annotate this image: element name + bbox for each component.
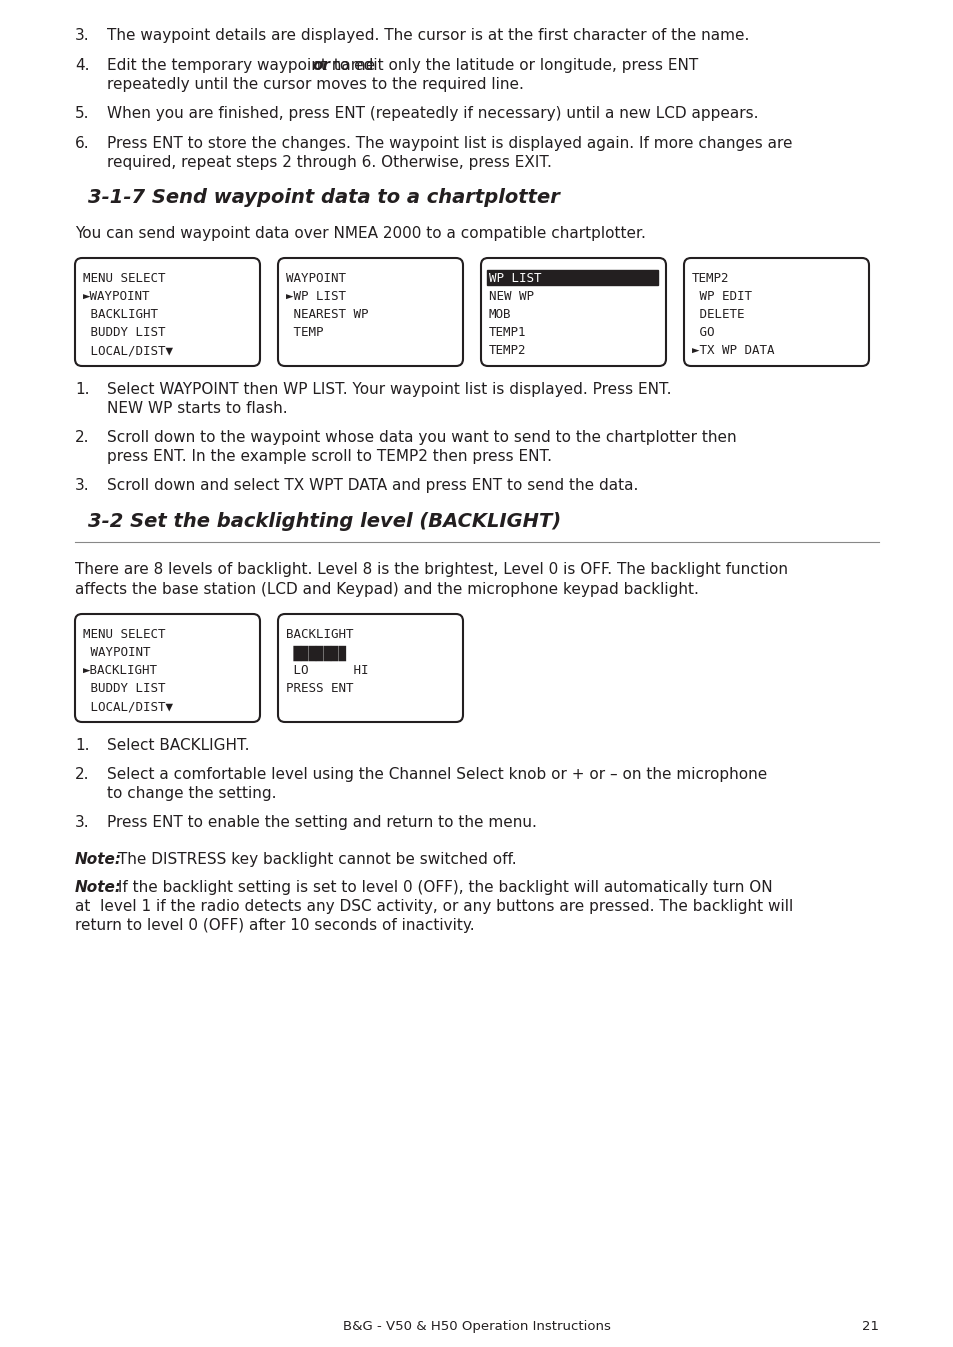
Text: Scroll down and select TX WPT DATA and press ENT to send the data.: Scroll down and select TX WPT DATA and p… (107, 478, 638, 493)
Text: BACKLIGHT: BACKLIGHT (83, 308, 158, 321)
Text: MENU SELECT: MENU SELECT (83, 272, 165, 286)
Bar (486, 269, 658, 286)
Text: NEW WP starts to flash.: NEW WP starts to flash. (107, 401, 287, 416)
Text: BUDDY LIST: BUDDY LIST (83, 326, 165, 339)
Text: 3.: 3. (75, 478, 90, 493)
Text: ███████: ███████ (286, 647, 346, 661)
Text: BUDDY LIST: BUDDY LIST (83, 682, 165, 695)
Text: GO: GO (691, 326, 714, 339)
Text: affects the base station (LCD and Keypad) and the microphone keypad backlight.: affects the base station (LCD and Keypad… (75, 582, 699, 597)
Text: Select a comfortable level using the Channel Select knob or + or – on the microp: Select a comfortable level using the Cha… (107, 766, 766, 783)
Text: BACKLIGHT: BACKLIGHT (286, 628, 354, 641)
Text: PRESS ENT: PRESS ENT (286, 682, 354, 695)
Text: 3-2 Set the backlighting level (BACKLIGHT): 3-2 Set the backlighting level (BACKLIGH… (88, 512, 560, 531)
Text: LOCAL/DIST▼: LOCAL/DIST▼ (83, 343, 172, 357)
Text: Note:: Note: (75, 880, 122, 894)
Text: TEMP2: TEMP2 (691, 272, 729, 286)
Text: LO      HI: LO HI (286, 664, 368, 678)
Text: Press ENT to store the changes. The waypoint list is displayed again. If more ch: Press ENT to store the changes. The wayp… (107, 136, 792, 151)
Text: 1.: 1. (75, 383, 90, 397)
Text: ►TX WP DATA: ►TX WP DATA (691, 343, 774, 357)
Text: Note:: Note: (75, 853, 122, 867)
FancyBboxPatch shape (75, 259, 260, 366)
Text: WP LIST: WP LIST (489, 272, 541, 286)
Text: ►WAYPOINT: ►WAYPOINT (83, 290, 151, 303)
Text: MOB: MOB (489, 308, 511, 321)
Text: 21: 21 (862, 1320, 878, 1334)
Text: Select BACKLIGHT.: Select BACKLIGHT. (107, 738, 250, 753)
Text: 3-1-7 Send waypoint data to a chartplotter: 3-1-7 Send waypoint data to a chartplott… (88, 189, 559, 207)
Text: The waypoint details are displayed. The cursor is at the first character of the : The waypoint details are displayed. The … (107, 28, 749, 43)
Text: Scroll down to the waypoint whose data you want to send to the chartplotter then: Scroll down to the waypoint whose data y… (107, 430, 736, 445)
Text: 2.: 2. (75, 766, 90, 783)
Text: There are 8 levels of backlight. Level 8 is the brightest, Level 0 is OFF. The b: There are 8 levels of backlight. Level 8… (75, 562, 787, 577)
Text: You can send waypoint data over NMEA 2000 to a compatible chartplotter.: You can send waypoint data over NMEA 200… (75, 226, 645, 241)
Text: When you are finished, press ENT (repeatedly if necessary) until a new LCD appea: When you are finished, press ENT (repeat… (107, 106, 758, 121)
Text: WP EDIT: WP EDIT (691, 290, 751, 303)
Text: MENU SELECT: MENU SELECT (83, 628, 165, 641)
Text: ►WP LIST: ►WP LIST (286, 290, 346, 303)
Text: Edit the temporary waypoint name: Edit the temporary waypoint name (107, 58, 379, 73)
Text: If the backlight setting is set to level 0 (OFF), the backlight will automatical: If the backlight setting is set to level… (112, 880, 772, 894)
Text: TEMP: TEMP (286, 326, 323, 339)
Text: 3.: 3. (75, 28, 90, 43)
Text: DELETE: DELETE (691, 308, 743, 321)
Text: or: or (312, 58, 330, 73)
Text: TEMP1: TEMP1 (489, 326, 526, 339)
Text: The DISTRESS key backlight cannot be switched off.: The DISTRESS key backlight cannot be swi… (112, 853, 517, 867)
FancyBboxPatch shape (683, 259, 868, 366)
FancyBboxPatch shape (75, 614, 260, 722)
Text: NEW WP: NEW WP (489, 290, 534, 303)
Text: WAYPOINT: WAYPOINT (83, 647, 151, 659)
FancyBboxPatch shape (277, 614, 462, 722)
Text: to edit only the latitude or longitude, press ENT: to edit only the latitude or longitude, … (329, 58, 698, 73)
FancyBboxPatch shape (277, 259, 462, 366)
Text: 2.: 2. (75, 430, 90, 445)
Text: B&G - V50 & H50 Operation Instructions: B&G - V50 & H50 Operation Instructions (343, 1320, 610, 1334)
Text: ►BACKLIGHT: ►BACKLIGHT (83, 664, 158, 678)
Text: NEAREST WP: NEAREST WP (286, 308, 368, 321)
Text: 1.: 1. (75, 738, 90, 753)
Text: Select WAYPOINT then WP LIST. Your waypoint list is displayed. Press ENT.: Select WAYPOINT then WP LIST. Your waypo… (107, 383, 671, 397)
Text: LOCAL/DIST▼: LOCAL/DIST▼ (83, 700, 172, 713)
Text: 6.: 6. (75, 136, 90, 151)
Text: required, repeat steps 2 through 6. Otherwise, press EXIT.: required, repeat steps 2 through 6. Othe… (107, 155, 551, 170)
Text: return to level 0 (OFF) after 10 seconds of inactivity.: return to level 0 (OFF) after 10 seconds… (75, 919, 475, 933)
Text: WAYPOINT: WAYPOINT (286, 272, 346, 286)
Text: Press ENT to enable the setting and return to the menu.: Press ENT to enable the setting and retu… (107, 815, 537, 830)
Text: repeatedly until the cursor moves to the required line.: repeatedly until the cursor moves to the… (107, 77, 523, 92)
Text: at  level 1 if the radio detects any DSC activity, or any buttons are pressed. T: at level 1 if the radio detects any DSC … (75, 898, 792, 915)
Text: 5.: 5. (75, 106, 90, 121)
Text: to change the setting.: to change the setting. (107, 787, 276, 801)
Text: press ENT. In the example scroll to TEMP2 then press ENT.: press ENT. In the example scroll to TEMP… (107, 449, 552, 463)
Text: 3.: 3. (75, 815, 90, 830)
Text: 4.: 4. (75, 58, 90, 73)
Text: TEMP2: TEMP2 (489, 343, 526, 357)
FancyBboxPatch shape (480, 259, 665, 366)
